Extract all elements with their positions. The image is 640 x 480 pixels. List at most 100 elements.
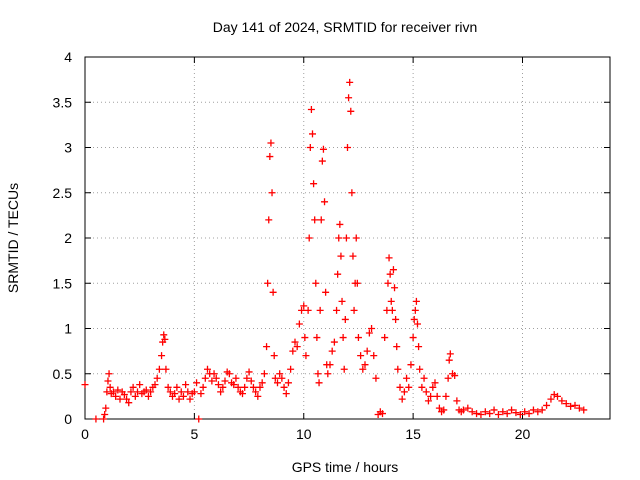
data-point bbox=[284, 379, 292, 387]
data-point bbox=[314, 370, 322, 378]
data-point bbox=[324, 370, 332, 378]
data-point bbox=[534, 408, 542, 416]
data-point bbox=[435, 404, 443, 412]
data-point bbox=[153, 374, 161, 382]
data-point bbox=[309, 130, 316, 138]
data-point bbox=[562, 400, 570, 408]
data-point bbox=[315, 379, 323, 387]
data-point bbox=[445, 356, 453, 364]
data-point bbox=[388, 306, 396, 314]
data-point bbox=[287, 365, 295, 373]
data-point bbox=[264, 279, 272, 287]
x-axis-label: GPS time / hours bbox=[292, 459, 399, 475]
x-tick-label: 5 bbox=[190, 426, 198, 442]
data-point bbox=[276, 370, 284, 378]
data-point bbox=[350, 306, 358, 314]
data-point bbox=[221, 377, 229, 385]
data-point bbox=[453, 397, 461, 405]
data-point bbox=[575, 404, 583, 412]
data-point bbox=[190, 388, 198, 396]
data-point bbox=[134, 388, 141, 396]
data-point bbox=[392, 315, 400, 323]
data-point bbox=[120, 391, 128, 399]
data-point bbox=[300, 302, 308, 310]
data-point bbox=[322, 288, 330, 296]
data-point bbox=[161, 335, 169, 343]
data-point bbox=[580, 406, 588, 414]
data-point bbox=[210, 370, 218, 378]
axis-ticks bbox=[84, 56, 610, 420]
data-point bbox=[258, 379, 266, 387]
data-point bbox=[415, 343, 423, 351]
data-point bbox=[125, 399, 133, 407]
data-point bbox=[342, 234, 350, 242]
data-point bbox=[424, 397, 432, 405]
data-point bbox=[131, 392, 139, 400]
data-point bbox=[433, 392, 441, 400]
data-point bbox=[340, 365, 348, 373]
data-point bbox=[398, 395, 406, 403]
data-point bbox=[357, 352, 365, 360]
data-point bbox=[106, 383, 114, 391]
data-point bbox=[427, 392, 435, 400]
data-point bbox=[339, 334, 347, 342]
data-point bbox=[431, 379, 439, 387]
data-point bbox=[407, 361, 415, 369]
data-point bbox=[214, 381, 222, 389]
data-point bbox=[538, 406, 546, 414]
data-point bbox=[147, 388, 155, 396]
data-point bbox=[420, 374, 428, 382]
data-point bbox=[410, 315, 418, 323]
data-point bbox=[363, 347, 371, 355]
data-point bbox=[353, 279, 361, 287]
data-point bbox=[254, 392, 262, 400]
data-point bbox=[278, 374, 286, 382]
data-point bbox=[166, 388, 174, 396]
data-point bbox=[142, 386, 150, 394]
data-point bbox=[136, 381, 144, 389]
grid bbox=[85, 57, 610, 419]
y-tick-label: 2.5 bbox=[53, 185, 73, 201]
data-point bbox=[266, 153, 274, 161]
data-point bbox=[232, 374, 240, 382]
data-point bbox=[558, 397, 566, 405]
data-point bbox=[105, 370, 113, 378]
data-point bbox=[171, 390, 179, 398]
data-point bbox=[173, 383, 181, 391]
data-point bbox=[199, 383, 207, 391]
data-point bbox=[368, 325, 376, 332]
data-point bbox=[385, 254, 393, 262]
x-tick-label: 15 bbox=[405, 426, 421, 442]
data-point bbox=[516, 410, 524, 418]
data-point bbox=[155, 365, 163, 373]
data-point bbox=[334, 270, 342, 278]
data-point bbox=[289, 347, 297, 355]
x-tick-labels: 0 5 10 15 20 bbox=[81, 426, 530, 442]
data-point bbox=[451, 372, 459, 380]
y-tick-label: 1.5 bbox=[53, 275, 73, 291]
data-point bbox=[409, 334, 417, 342]
data-point bbox=[512, 409, 520, 417]
data-point bbox=[274, 379, 281, 387]
data-point bbox=[256, 383, 264, 391]
data-point bbox=[270, 352, 278, 360]
data-point bbox=[365, 329, 373, 337]
data-point bbox=[195, 415, 203, 423]
x-tick-label: 20 bbox=[515, 426, 531, 442]
data-point bbox=[160, 331, 168, 339]
data-point bbox=[412, 297, 420, 305]
y-tick-label: 0.5 bbox=[53, 366, 73, 382]
data-point bbox=[394, 365, 402, 373]
data-point bbox=[310, 180, 318, 188]
data-point bbox=[268, 189, 276, 197]
data-point bbox=[503, 410, 511, 418]
data-point bbox=[347, 107, 355, 115]
data-point bbox=[129, 383, 137, 391]
data-point bbox=[348, 189, 356, 197]
data-point bbox=[313, 334, 321, 342]
data-point bbox=[164, 383, 172, 391]
y-tick-label: 3 bbox=[64, 140, 72, 156]
data-point bbox=[311, 216, 319, 224]
data-point bbox=[151, 381, 159, 389]
data-point bbox=[312, 279, 320, 287]
